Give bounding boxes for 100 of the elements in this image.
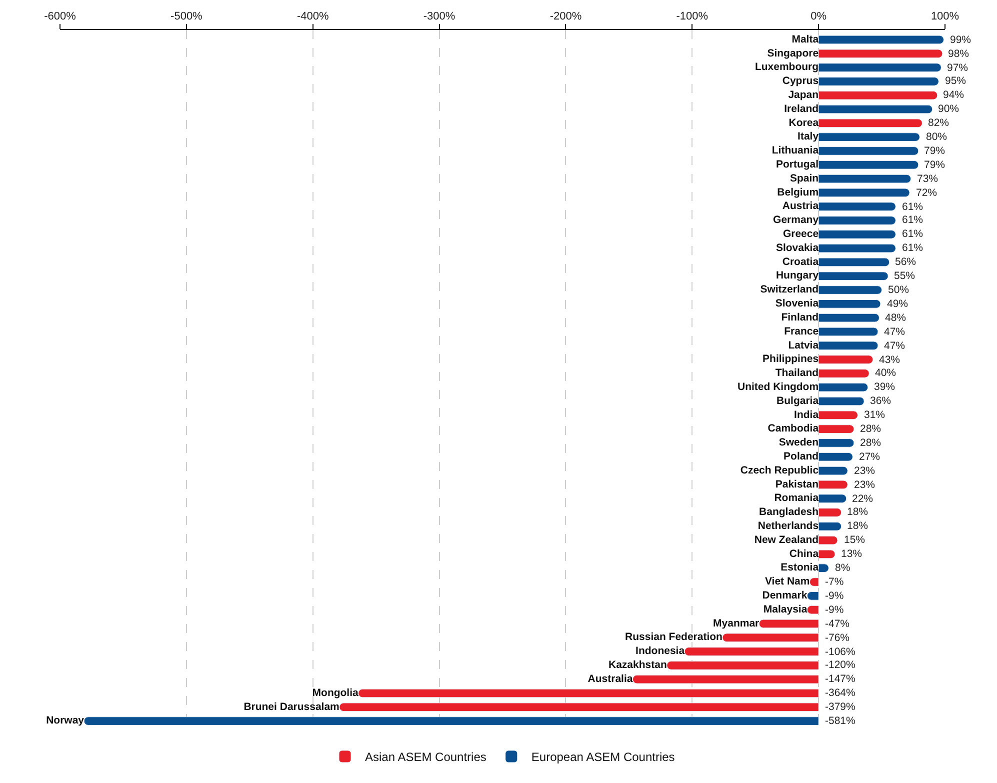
- bar: [722, 633, 819, 642]
- data-label: 79%: [924, 159, 946, 171]
- y-tick-label: Bulgaria: [776, 394, 819, 407]
- y-tick-label: New Zealand: [754, 534, 819, 546]
- y-tick-label: Sweden: [778, 436, 819, 449]
- y-tick-label: Switzerland: [760, 284, 819, 296]
- data-label: -47%: [825, 618, 850, 630]
- bar: [818, 438, 854, 448]
- data-label: 47%: [884, 326, 906, 338]
- y-tick-label: Russian Federation: [625, 631, 722, 644]
- data-label: 79%: [924, 145, 946, 157]
- data-label: 90%: [938, 103, 960, 115]
- bar: [818, 90, 938, 100]
- y-tick-label: Korea: [788, 116, 819, 129]
- y-tick-label: Malta: [792, 33, 819, 46]
- data-label: 43%: [879, 354, 900, 366]
- y-tick-label: Greece: [782, 228, 819, 240]
- data-label: 98%: [948, 48, 970, 60]
- y-tick-label: Slovakia: [776, 242, 819, 254]
- data-label: 61%: [902, 242, 924, 254]
- y-tick-label: Germany: [773, 214, 819, 226]
- bar: [818, 452, 853, 462]
- bar: [818, 49, 943, 58]
- data-label: -120%: [825, 659, 856, 671]
- y-tick-label: Estonia: [780, 562, 819, 574]
- bar: [818, 410, 858, 420]
- bar: [684, 647, 819, 656]
- data-label: 61%: [902, 201, 924, 213]
- y-tick-label: Malaysia: [763, 603, 808, 616]
- y-tick-label: France: [784, 325, 819, 338]
- y-tick-label: Ireland: [784, 102, 819, 115]
- bar: [339, 702, 819, 712]
- data-label: 31%: [864, 409, 886, 421]
- y-tick-label: Australia: [588, 672, 633, 685]
- bar: [818, 300, 881, 308]
- y-tick-label: Cambodia: [768, 422, 819, 435]
- bar: [818, 480, 848, 490]
- data-label: 61%: [902, 228, 924, 240]
- x-tick-label: -400%: [296, 10, 329, 23]
- data-label: 23%: [854, 465, 876, 477]
- x-tick-label: -100%: [676, 10, 708, 23]
- data-label: 50%: [888, 284, 910, 296]
- bar: [818, 118, 922, 128]
- y-tick-label: Viet Nam: [764, 576, 810, 588]
- legend-label: European ASEM Countries: [531, 750, 675, 764]
- y-tick-label: Mongolia: [312, 686, 359, 699]
- y-tick-label: Finland: [781, 311, 819, 324]
- bar: [818, 508, 842, 517]
- y-tick-label: Romania: [774, 492, 819, 504]
- bar: [818, 160, 919, 170]
- bar: [818, 369, 870, 378]
- bar: [818, 244, 896, 253]
- y-tick-label: Netherlands: [758, 520, 819, 532]
- data-label: 61%: [902, 214, 924, 226]
- x-tick-label: -200%: [550, 10, 582, 23]
- data-label: 27%: [859, 451, 880, 463]
- data-label: 95%: [945, 75, 966, 87]
- data-label: -7%: [825, 576, 844, 588]
- data-label: 97%: [947, 62, 968, 74]
- bar: [818, 522, 842, 531]
- bar: [818, 466, 848, 476]
- data-label: 47%: [884, 340, 906, 352]
- data-label: -581%: [825, 715, 856, 727]
- y-tick-label: Indonesia: [636, 645, 685, 658]
- y-tick-label: Italy: [798, 130, 819, 143]
- x-tick-label: 0%: [810, 10, 827, 23]
- bar: [818, 77, 939, 86]
- data-label: 36%: [870, 395, 892, 407]
- bar: [818, 35, 944, 44]
- bar: [818, 146, 919, 156]
- y-tick-label: Belgium: [777, 186, 819, 198]
- y-tick-label: Portugal: [776, 158, 819, 170]
- y-tick-label: Myanmar: [713, 617, 760, 630]
- data-label: 8%: [835, 562, 850, 574]
- y-tick-label: Bangladesh: [759, 506, 819, 518]
- y-tick-label: Philippines: [762, 353, 819, 366]
- y-tick-label: Croatia: [782, 256, 819, 268]
- bar: [818, 355, 874, 364]
- bar: [818, 494, 847, 503]
- y-tick-label: Luxembourg: [754, 61, 819, 74]
- data-label: -9%: [825, 604, 844, 616]
- bar: [818, 550, 836, 559]
- bar: [666, 661, 819, 670]
- data-label: -364%: [825, 687, 856, 699]
- y-tick-label: Cyprus: [782, 75, 819, 88]
- y-tick-label: Poland: [784, 450, 819, 462]
- data-label: -379%: [825, 701, 856, 713]
- y-tick-label: Latvia: [788, 339, 819, 352]
- data-label: 73%: [917, 173, 938, 185]
- data-label: -147%: [825, 673, 856, 685]
- data-label: 22%: [852, 493, 874, 505]
- y-tick-label: China: [789, 548, 819, 560]
- bar: [632, 674, 819, 684]
- y-tick-label: India: [794, 408, 819, 421]
- data-label: 40%: [875, 367, 896, 379]
- data-label: 55%: [894, 270, 916, 282]
- bar: [818, 424, 854, 434]
- bar: [818, 216, 896, 225]
- y-tick-label: Denmark: [762, 590, 808, 602]
- x-tick-label: -600%: [44, 10, 76, 23]
